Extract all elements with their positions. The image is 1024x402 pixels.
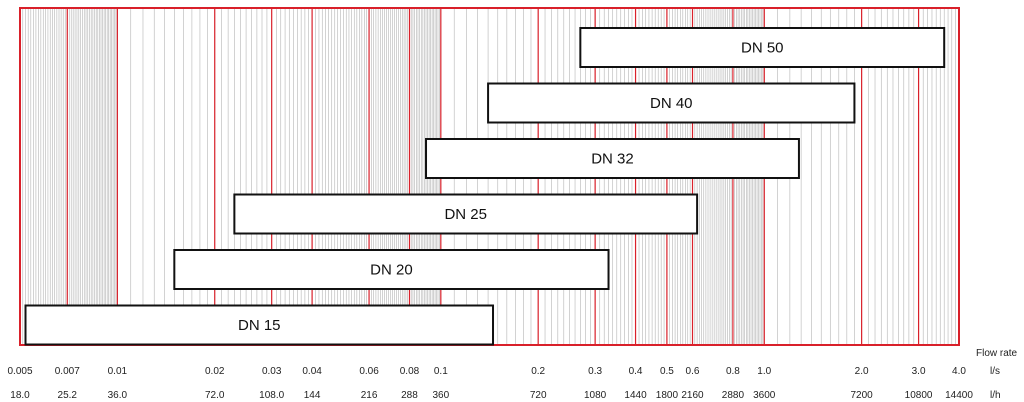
lh-tick-label: 72.0 [205,390,225,401]
lh-tick-label: 108.0 [259,390,284,401]
lh-tick-label: 2160 [681,390,704,401]
ls-tick-label: 0.8 [726,366,740,377]
lh-tick-label: 360 [432,390,449,401]
ls-tick-label: 0.08 [400,366,420,377]
bar-label: DN 15 [238,317,281,334]
bar-label: DN 25 [444,206,487,223]
ls-tick-label: 0.1 [434,366,448,377]
ls-tick-label: 0.02 [205,366,225,377]
unit-ls-label: l/s [990,366,1000,377]
lh-tick-label: 288 [401,390,418,401]
bar [24,304,495,346]
lh-tick-label: 7200 [851,390,874,401]
lh-tick-label: 14400 [945,390,973,401]
ls-tick-label: 2.0 [855,366,869,377]
ls-tick-label: 0.01 [108,366,128,377]
lh-tick-label: 1080 [584,390,607,401]
lh-tick-label: 720 [530,390,547,401]
bar [425,138,800,179]
bar [487,82,856,124]
lh-tick-label: 144 [304,390,321,401]
ls-tick-label: 3.0 [912,366,926,377]
lh-tick-label: 3600 [753,390,776,401]
bar [233,193,699,235]
ls-tick-label: 0.3 [588,366,602,377]
lh-tick-label: 2880 [722,390,745,401]
lh-tick-label: 1800 [656,390,679,401]
ls-tick-label: 0.04 [302,366,322,377]
unit-lh-label: l/h [990,390,1001,401]
lh-tick-label: 25.2 [58,390,78,401]
ls-tick-label: 0.03 [262,366,282,377]
ls-tick-label: 0.6 [686,366,700,377]
bar [173,249,610,290]
bar-label: DN 40 [650,95,693,112]
flow-rate-label: Flow rate [976,348,1018,359]
lh-tick-label: 18.0 [10,390,30,401]
bar-label: DN 20 [370,262,413,279]
bar [579,27,946,68]
lh-tick-label: 10800 [905,390,933,401]
ls-tick-label: 0.4 [629,366,643,377]
ls-tick-label: 0.5 [660,366,674,377]
lh-tick-label: 36.0 [108,390,128,401]
lh-tick-labels: 18.0 25.2 36.0 72.0 108.0 144 216 288 360 720 1080… [10,390,973,401]
ls-tick-label: 1.0 [757,366,771,377]
ls-tick-label: 0.06 [359,366,379,377]
ls-tick-label: 0.007 [55,366,80,377]
bar-label: DN 32 [591,151,634,168]
ls-tick-label: 0.005 [7,366,32,377]
lh-tick-label: 216 [361,390,378,401]
ls-tick-label: 0.2 [531,366,545,377]
ls-tick-labels: 0.005 0.007 0.01 0.02 0.03 0.04 0.06 0.08 0.1 0.2… [7,366,966,377]
ls-tick-label: 4.0 [952,366,966,377]
bar-label: DN 50 [741,40,784,57]
lh-tick-label: 1440 [624,390,647,401]
bar-group: DN 50 DN 40 DN 32 DN 25 DN 20 DN 15 [24,27,946,346]
